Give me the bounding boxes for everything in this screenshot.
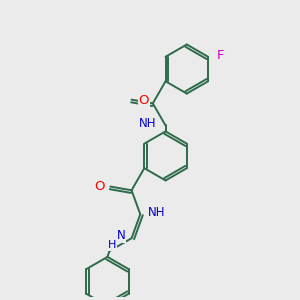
Text: O: O — [94, 180, 104, 193]
Text: O: O — [138, 94, 149, 107]
Text: NH: NH — [139, 117, 157, 130]
Text: NH: NH — [148, 206, 165, 219]
Text: N: N — [117, 229, 126, 242]
Text: F: F — [217, 49, 224, 62]
Text: H: H — [108, 240, 116, 250]
